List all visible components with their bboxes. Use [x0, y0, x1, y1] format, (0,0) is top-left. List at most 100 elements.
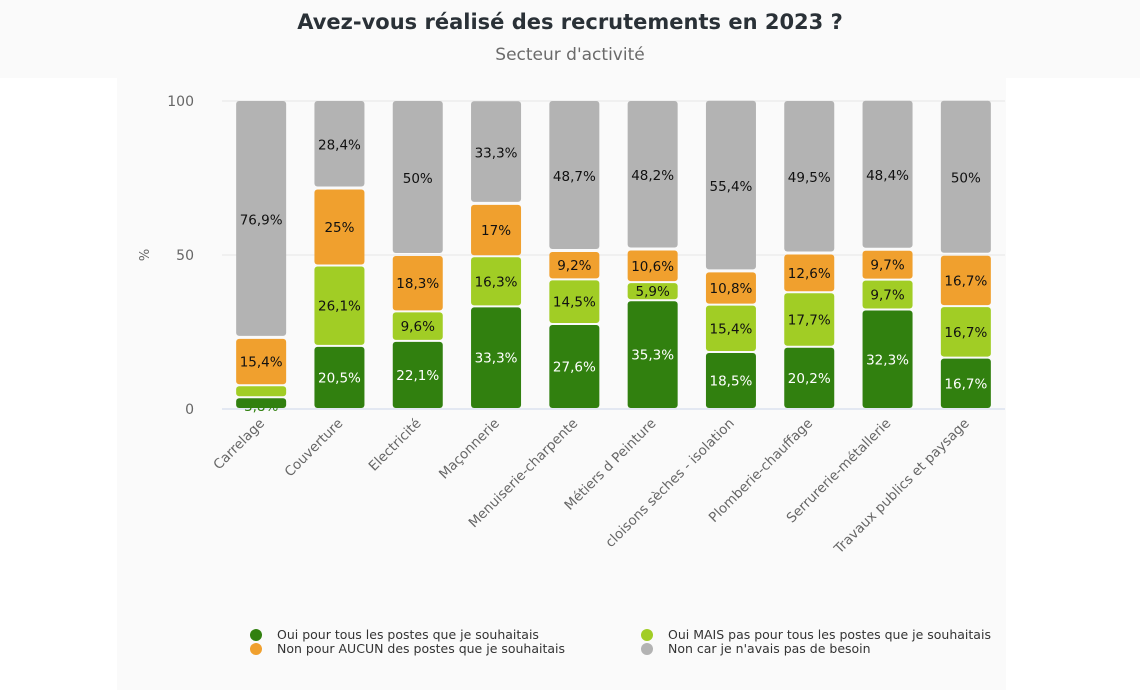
x-tick-label: cloisons sèches - isolation: [602, 416, 737, 551]
data-label: 15,4%: [240, 355, 283, 371]
legend-label: Non pour AUCUN des postes que je souhait…: [277, 641, 566, 656]
legend-item-non-besoin[interactable]: Non car je n'avais pas de besoin: [641, 641, 871, 656]
bar-segment: [862, 280, 913, 309]
legend-swatch: [250, 628, 262, 641]
legend-swatch: [250, 642, 262, 655]
bar-segment: [627, 250, 678, 282]
bar-segment: [314, 266, 365, 345]
x-tick-label: Couverture: [282, 416, 347, 481]
data-label: 48,2%: [631, 168, 674, 184]
chart-title: Avez-vous réalisé des recrutements en 20…: [297, 10, 843, 34]
bar-segment: [471, 307, 522, 408]
bar-segment: [627, 301, 678, 408]
bar-segment: [471, 101, 522, 202]
data-label: 49,5%: [788, 170, 831, 186]
data-label: 55,4%: [710, 179, 753, 195]
data-label: 12,6%: [788, 266, 831, 282]
bar-segment: [862, 250, 913, 279]
x-tick-label: Carrelage: [210, 416, 268, 474]
data-label: 26,1%: [318, 299, 361, 315]
data-label: 35,3%: [631, 348, 674, 364]
bar-segment: [940, 100, 991, 253]
bar-segment: [392, 312, 443, 340]
bar-segment: [784, 347, 835, 408]
bar-segment: [549, 280, 600, 323]
bar-segment: [784, 101, 835, 252]
data-label: 10,8%: [710, 281, 753, 297]
bar-segment: [314, 189, 365, 265]
data-label: 9,7%: [870, 258, 904, 274]
data-label: 16,7%: [944, 273, 987, 289]
bar-segment: [314, 101, 365, 187]
data-label: 17%: [481, 223, 511, 239]
x-tick-label: Travaux publics et paysage: [831, 416, 973, 558]
data-label: 16,7%: [944, 376, 987, 392]
data-label: 18,5%: [710, 374, 753, 390]
bar-segment: [549, 251, 600, 279]
bar-segment: [314, 346, 365, 408]
x-tick-label: Electricité: [366, 416, 425, 475]
bar-segment: [392, 256, 443, 311]
legend-item-oui-mais[interactable]: Oui MAIS pas pour tous les postes que je…: [641, 627, 991, 642]
x-tick-label: Maçonnerie: [436, 416, 503, 483]
bar-segment: [471, 257, 522, 306]
data-label: 10,6%: [631, 259, 674, 275]
data-label: 27,6%: [553, 359, 596, 375]
data-label: 15,4%: [710, 321, 753, 337]
bar-segment: [705, 100, 756, 270]
bar-segment: [236, 101, 287, 336]
bar-segment: [862, 100, 913, 248]
bar-segment: [627, 283, 678, 300]
data-label: 50%: [951, 171, 981, 187]
data-label: 33,3%: [475, 351, 518, 367]
bar-segment: [236, 338, 287, 385]
bar-segment: [940, 358, 991, 408]
legend-label: Oui pour tous les postes que je souhaita…: [277, 627, 539, 642]
data-label: 32,3%: [866, 352, 909, 368]
y-axis-title: %: [138, 249, 153, 261]
data-label: 16,7%: [944, 325, 987, 341]
legend-item-non-aucun[interactable]: Non pour AUCUN des postes que je souhait…: [250, 641, 565, 656]
bar-segment: [392, 341, 443, 408]
data-label: 9,6%: [401, 319, 435, 335]
data-label: 76,9%: [240, 212, 283, 228]
y-tick-label: 50: [176, 248, 194, 264]
bar-segment: [392, 101, 443, 253]
legend-swatch: [641, 642, 653, 655]
data-label: 48,7%: [553, 169, 596, 185]
bar-segment: [784, 293, 835, 346]
data-label: 20,5%: [318, 370, 361, 386]
bar-segment: [549, 101, 600, 249]
data-label: 3,8%: [244, 399, 278, 415]
bar-segment: [940, 307, 991, 357]
legend-swatch: [641, 628, 653, 641]
y-tick-label: 100: [167, 94, 194, 110]
bar-segment: [784, 254, 835, 292]
data-label: 9,2%: [557, 258, 591, 274]
data-label: 25%: [324, 220, 354, 236]
bar-segment: [705, 305, 756, 352]
data-label: 17,7%: [788, 313, 831, 329]
bar-segment: [705, 353, 756, 408]
chart-subtitle: Secteur d'activité: [495, 45, 645, 65]
data-label: 18,3%: [396, 276, 439, 292]
data-label: 50%: [403, 171, 433, 187]
data-label: 14,5%: [553, 295, 596, 311]
bar-segment: [705, 272, 756, 304]
data-label: 9,7%: [870, 288, 904, 304]
data-label: 22,1%: [396, 368, 439, 384]
bar-segment: [549, 324, 600, 408]
data-label: 5,9%: [635, 284, 669, 300]
bar-segment: [236, 386, 287, 397]
legend-label: Non car je n'avais pas de besoin: [668, 641, 871, 656]
bar-segment: [236, 398, 287, 408]
data-label: 20,2%: [788, 371, 831, 387]
legend-item-oui-tous[interactable]: Oui pour tous les postes que je souhaita…: [250, 627, 539, 642]
data-label: 28,4%: [318, 138, 361, 154]
bar-segment: [940, 255, 991, 306]
y-tick-label: 0: [185, 402, 194, 418]
data-label: 33,3%: [475, 146, 518, 162]
data-label: 48,4%: [866, 168, 909, 184]
bar-segment: [471, 204, 522, 256]
